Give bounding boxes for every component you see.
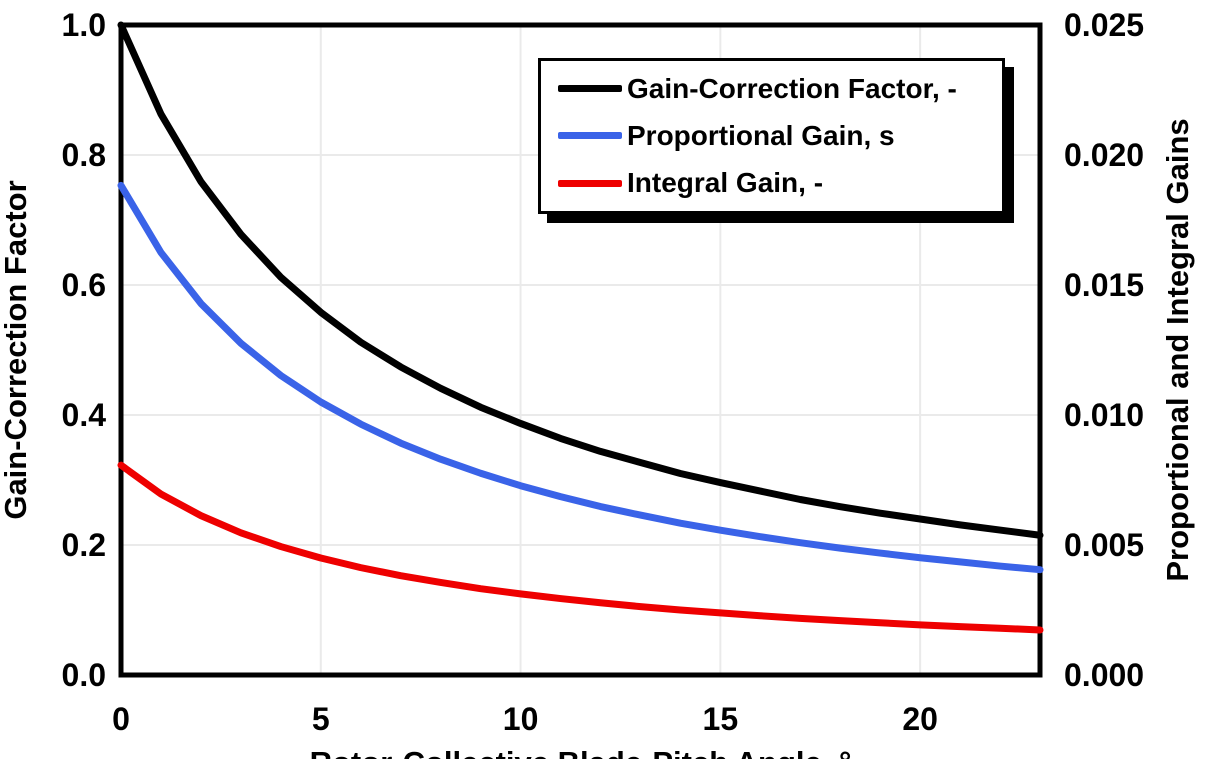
series-line-gain-correction xyxy=(117,21,1044,539)
x-axis-tick-label: 20 xyxy=(902,701,938,737)
legend-label: Gain-Correction Factor, - xyxy=(627,72,957,104)
series-line-proportional-gain xyxy=(117,181,1044,574)
right-axis-tick-label: 0.010 xyxy=(1064,397,1145,433)
left-axis-title: Gain-Correction Factor xyxy=(0,180,33,520)
legend-item-integral-gain: Integral Gain, - xyxy=(558,160,992,207)
legend-label: Proportional Gain, s xyxy=(627,119,895,151)
legend-line-swatch-blue xyxy=(558,132,622,140)
left-axis-tick-label: 1.0 xyxy=(61,7,106,43)
legend-item-proportional-gain: Proportional Gain, s xyxy=(558,112,992,159)
legend-line-swatch-red xyxy=(558,179,622,187)
right-axis-tick-label: 0.000 xyxy=(1064,657,1145,693)
legend-item-gain-correction: Gain-Correction Factor, - xyxy=(558,65,992,112)
legend-line-swatch-black xyxy=(558,85,622,93)
right-axis-tick-label: 0.005 xyxy=(1064,527,1145,563)
x-axis-tick-label: 15 xyxy=(702,701,739,737)
legend-label: Integral Gain, - xyxy=(627,167,824,199)
right-axis-tick-label: 0.025 xyxy=(1064,7,1145,43)
x-axis-title: Rotor-Collective Blade-Pitch Angle, ° xyxy=(121,745,1040,759)
plot-frame xyxy=(118,22,1043,678)
left-axis-tick-label: 0.8 xyxy=(61,137,106,173)
x-axis-tick-label: 0 xyxy=(112,701,130,737)
right-axis-title: Proportional and Integral Gains xyxy=(1160,118,1195,582)
left-axis-tick-label: 0.2 xyxy=(61,527,106,563)
left-axis-tick-label: 0.4 xyxy=(61,397,106,433)
x-axis-tick-label: 10 xyxy=(502,701,539,737)
legend: Gain-Correction Factor, - Proportional G… xyxy=(538,58,1005,214)
left-axis-tick-label: 0.6 xyxy=(61,267,106,303)
right-axis-tick-label: 0.020 xyxy=(1064,137,1145,173)
series-line-integral-gain xyxy=(117,461,1044,634)
x-axis-tick-label: 5 xyxy=(311,701,330,737)
right-axis-tick-label: 0.015 xyxy=(1064,267,1145,303)
left-axis-tick-label: 0.0 xyxy=(61,657,106,693)
